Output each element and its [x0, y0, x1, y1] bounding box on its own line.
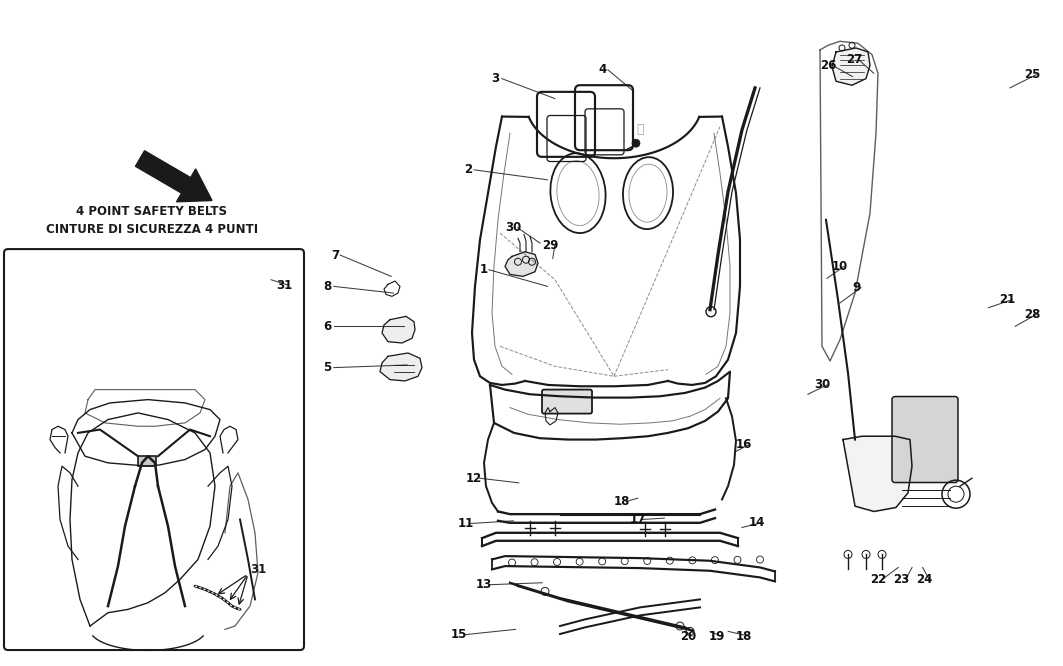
- Text: 11: 11: [457, 517, 474, 530]
- Text: 19: 19: [708, 629, 725, 643]
- Text: 13: 13: [475, 578, 492, 591]
- FancyBboxPatch shape: [542, 390, 592, 414]
- Text: 4: 4: [598, 63, 607, 77]
- Text: 31: 31: [250, 563, 266, 576]
- Text: 🐎: 🐎: [637, 123, 644, 137]
- Text: 15: 15: [451, 628, 468, 641]
- Text: 22: 22: [870, 573, 887, 586]
- Text: 16: 16: [736, 438, 753, 452]
- Text: 21: 21: [999, 293, 1016, 306]
- Text: 24: 24: [916, 573, 933, 586]
- Text: 17: 17: [629, 513, 646, 526]
- Text: 30: 30: [505, 221, 522, 234]
- Text: 5: 5: [323, 361, 332, 374]
- Text: 7: 7: [331, 248, 339, 262]
- Text: 12: 12: [466, 472, 483, 485]
- Text: CINTURE DI SICUREZZA 4 PUNTI: CINTURE DI SICUREZZA 4 PUNTI: [46, 223, 258, 236]
- FancyBboxPatch shape: [4, 249, 304, 650]
- Polygon shape: [505, 252, 538, 276]
- Text: 3: 3: [491, 72, 500, 85]
- FancyArrow shape: [135, 151, 212, 202]
- Circle shape: [632, 139, 640, 147]
- Text: 31: 31: [275, 278, 292, 292]
- Text: 8: 8: [323, 280, 332, 293]
- Polygon shape: [379, 353, 422, 381]
- Text: 18: 18: [736, 629, 753, 643]
- Text: 29: 29: [542, 238, 559, 252]
- Bar: [138, 456, 156, 466]
- Text: 6: 6: [323, 320, 332, 333]
- Polygon shape: [382, 316, 415, 343]
- Text: 9: 9: [853, 281, 861, 294]
- Text: 27: 27: [846, 53, 863, 67]
- FancyBboxPatch shape: [892, 396, 958, 483]
- Text: 28: 28: [1024, 308, 1041, 321]
- Polygon shape: [843, 436, 912, 511]
- Text: 26: 26: [820, 59, 837, 72]
- Text: 2: 2: [463, 163, 472, 176]
- Text: 30: 30: [814, 378, 831, 392]
- Text: 18: 18: [613, 495, 630, 508]
- Text: 1: 1: [479, 263, 488, 276]
- Text: 25: 25: [1024, 68, 1041, 81]
- Text: 20: 20: [679, 629, 696, 643]
- Text: 4 POINT SAFETY BELTS: 4 POINT SAFETY BELTS: [77, 205, 227, 218]
- Polygon shape: [832, 48, 870, 85]
- Text: 23: 23: [893, 573, 910, 586]
- Text: 14: 14: [748, 516, 765, 529]
- Text: 10: 10: [831, 260, 848, 273]
